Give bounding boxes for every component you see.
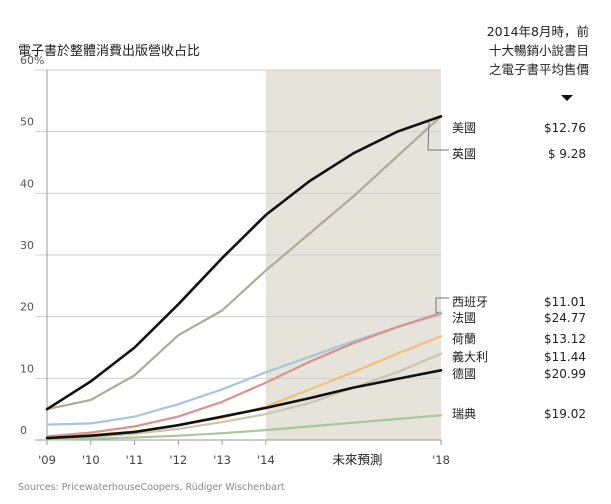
x-tick-label: '14: [257, 453, 275, 467]
series-label: 西班牙: [452, 295, 488, 309]
price-note-line: 之電子書平均售價: [488, 62, 589, 77]
series-line: [45, 352, 443, 440]
chart-title: 電子書於整體消費出版營收占比: [18, 44, 201, 59]
y-tick-label: 10: [20, 362, 34, 375]
series-line: [45, 414, 443, 441]
x-tick-label: '09: [38, 453, 56, 467]
price-label: $19.02: [544, 407, 586, 421]
series-label: 美國: [452, 121, 476, 135]
leader-line: [427, 122, 449, 151]
source-note: Sources: PricewaterhouseCoopers, Rüdiger…: [18, 482, 285, 493]
series-line: [45, 115, 443, 411]
price-label: $12.76: [544, 121, 586, 135]
y-tick-label: 50: [20, 116, 34, 129]
x-tick-label: '12: [169, 453, 187, 467]
price-label: $11.44: [544, 350, 586, 364]
price-note-line: 十大暢銷小說書目: [488, 43, 589, 58]
price-label: $11.01: [544, 295, 586, 309]
series-label: 瑞典: [452, 407, 476, 421]
price-label: $20.99: [544, 367, 586, 381]
y-tick-label: 60%: [20, 54, 44, 67]
y-tick-label: 30: [20, 239, 34, 252]
series-label: 荷蘭: [452, 332, 476, 346]
y-tick-label: 0: [20, 424, 27, 437]
series-label: 義大利: [452, 349, 488, 364]
series-line: [45, 115, 443, 411]
series-label: 德國: [452, 366, 476, 381]
y-tick-label: 40: [20, 177, 34, 190]
x-tick-label: '11: [126, 453, 144, 467]
down-triangle-icon: [561, 95, 573, 101]
series-label: 法國: [452, 311, 476, 325]
price-note: 2014年8月時，前 十大暢銷小說書目 之電子書平均售價: [449, 22, 589, 79]
y-tick-label: 20: [20, 301, 34, 314]
forecast-label: 未來預測: [332, 452, 382, 467]
x-tick-label: '18: [432, 453, 450, 467]
price-label: $24.77: [544, 311, 586, 325]
series-label: 英國: [452, 147, 476, 161]
series-line: [45, 312, 443, 438]
series-line: [45, 368, 443, 440]
price-label: $ 9.28: [548, 147, 586, 161]
price-label: $13.12: [544, 332, 586, 346]
x-tick-label: '13: [213, 453, 231, 467]
x-tick-label: '10: [82, 453, 100, 467]
leader-line: [435, 297, 449, 313]
price-note-line: 2014年8月時，前: [486, 24, 589, 39]
